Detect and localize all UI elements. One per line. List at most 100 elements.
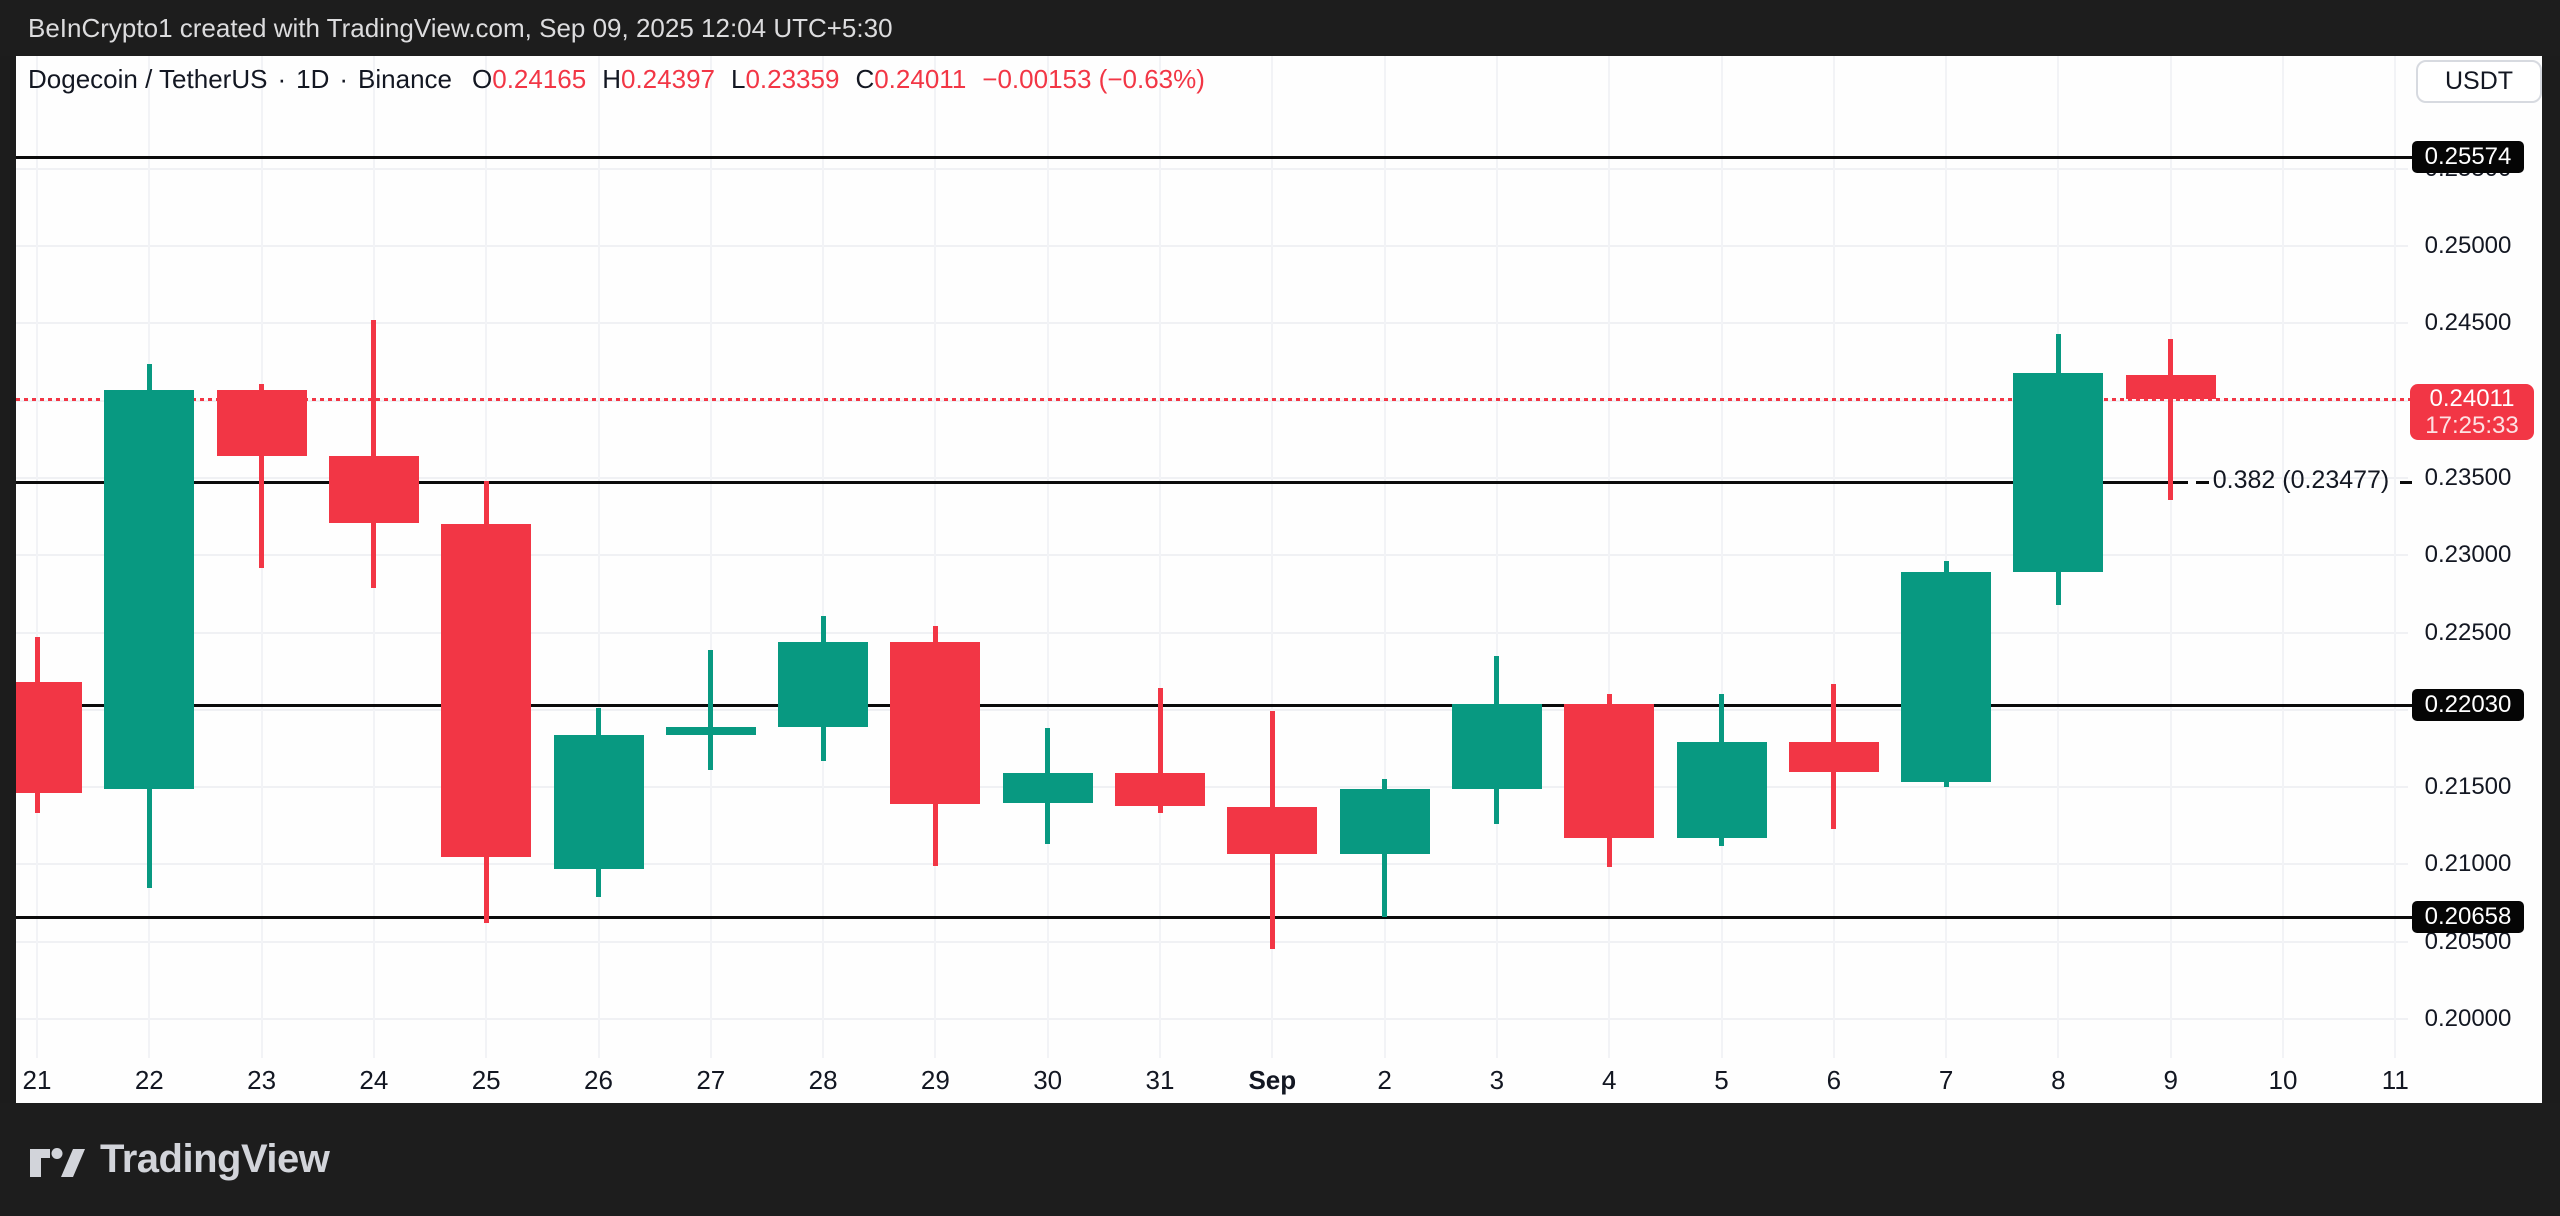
price-axis-label: 0.22500 (2424, 618, 2512, 646)
h-gridline (16, 554, 2408, 557)
candle-body (2125, 375, 2216, 399)
candle-body (1339, 788, 1430, 854)
candle-wick (371, 320, 377, 588)
legend-separator: · (277, 63, 287, 94)
price-axis-label: 0.23500 (2424, 464, 2512, 491)
v-gridline (934, 56, 937, 1058)
time-axis-label: 29 (920, 1065, 950, 1095)
v-gridline (709, 56, 712, 1058)
candle-wick (1157, 688, 1163, 814)
candle-body (441, 524, 532, 857)
candle-body (104, 389, 195, 789)
candle-wick (708, 649, 714, 771)
h-gridline (16, 1017, 2408, 1020)
price-axis-label: 0.21500 (2424, 773, 2512, 801)
v-gridline (1720, 56, 1723, 1058)
v-gridline (2282, 56, 2284, 1058)
candle-body (1115, 773, 1205, 806)
last-price-badge: 0.24011 17:25:33 (2410, 384, 2534, 441)
h-gridline (16, 322, 2408, 325)
time-axis-label: 9 (2163, 1065, 2178, 1095)
footer-bar: TradingView (0, 1103, 2560, 1216)
v-gridline (1159, 56, 1161, 1058)
v-gridline (1832, 56, 1835, 1058)
price-level-badge: 0.20658 (2412, 901, 2524, 934)
high-label: H (602, 63, 621, 94)
candle-body (1002, 773, 1093, 803)
v-gridline (1495, 56, 1498, 1058)
time-axis-label: 23 (247, 1065, 277, 1095)
fib-dash (2400, 480, 2412, 484)
change-value: −0.00153 (−0.63%) (982, 63, 1205, 94)
high-value: 0.24397 (621, 63, 715, 94)
v-gridline (2394, 56, 2397, 1058)
watermark-top-bar: BeInCrypto1 created with TradingView.com… (0, 0, 2560, 56)
candle-body (328, 456, 419, 523)
time-axis-label: 26 (584, 1065, 613, 1095)
candle-body (2013, 372, 2104, 573)
tradingview-logo-text: TradingView (100, 1137, 330, 1181)
time-axis-label: 22 (134, 1065, 164, 1095)
h-gridline (16, 245, 2408, 248)
time-axis-label: 21 (22, 1065, 52, 1095)
time-axis-label: 4 (1601, 1065, 1617, 1095)
chart-panel[interactable]: 21 22 23 24 25 26 27 28 29 30 31 Sep 2 3 4 5 6 7 8 9 10 11 0.3… (16, 56, 2542, 1103)
candle-body (1227, 807, 1318, 854)
last-price-time: 17:25:33 (2425, 412, 2519, 440)
candle-body (778, 641, 869, 727)
price-axis-label: 0.25000 (2424, 232, 2512, 260)
v-gridline (36, 56, 38, 1058)
h-gridline (16, 708, 2408, 711)
candle-body (1901, 572, 1992, 783)
low-value: 0.23359 (745, 63, 840, 94)
v-gridline (1608, 56, 1611, 1058)
close-value: 0.24011 (874, 63, 967, 94)
exchange-label: Binance (358, 63, 452, 94)
h-gridline (16, 940, 2408, 943)
last-price-value: 0.24011 (2429, 385, 2515, 413)
h-gridline (16, 167, 2408, 170)
symbol-title: Dogecoin / TetherUS (28, 63, 268, 94)
time-axis-label: 8 (2051, 1065, 2066, 1095)
time-axis-label: Sep (1248, 1065, 1297, 1095)
v-gridline (597, 56, 600, 1058)
tradingview-logo-icon (30, 1143, 86, 1177)
close-label: C (855, 63, 875, 94)
h-gridline (16, 786, 2408, 789)
tradingview-logo[interactable]: TradingView (30, 1137, 330, 1182)
time-axis-label: 27 (696, 1065, 726, 1095)
price-axis-label: 0.24500 (2424, 309, 2512, 337)
v-gridline (1271, 56, 1274, 1058)
level-line (16, 704, 2412, 708)
v-gridline (2169, 56, 2172, 1058)
fib-level-line (16, 480, 2188, 484)
fib-dash (2196, 480, 2209, 484)
time-axis-label: 3 (1489, 1065, 1505, 1095)
candle-body (890, 641, 981, 805)
candle-body (1788, 742, 1879, 772)
v-gridline (1046, 56, 1049, 1058)
h-gridline (16, 631, 2408, 634)
low-label: L (730, 63, 746, 94)
open-value: 0.24165 (492, 63, 587, 94)
candle-body (665, 726, 756, 735)
open-label: O (472, 63, 493, 94)
level-line (16, 156, 2412, 160)
v-gridline (1945, 56, 1948, 1058)
time-axis-label: 28 (808, 1065, 838, 1095)
price-level-badge: 0.25574 (2412, 141, 2524, 174)
time-axis-label: 10 (2268, 1065, 2298, 1095)
candle-body (216, 389, 307, 457)
candle-body (553, 734, 644, 870)
time-axis-label: 5 (1714, 1065, 1729, 1095)
currency-button[interactable]: USDT (2416, 60, 2542, 103)
price-axis-label: 0.20000 (2424, 1004, 2512, 1032)
watermark-text: BeInCrypto1 created with TradingView.com… (28, 12, 893, 43)
chart-legend: Dogecoin / TetherUS · 1D · Binance O 0.2… (28, 62, 1205, 96)
time-axis-label: 11 (2381, 1065, 2409, 1095)
legend-separator: · (339, 63, 349, 94)
time-axis-label: 25 (471, 1065, 501, 1095)
time-axis-label: 2 (1377, 1065, 1392, 1095)
price-axis-label: 0.21000 (2424, 850, 2512, 878)
price-level-badge: 0.22030 (2412, 689, 2524, 722)
